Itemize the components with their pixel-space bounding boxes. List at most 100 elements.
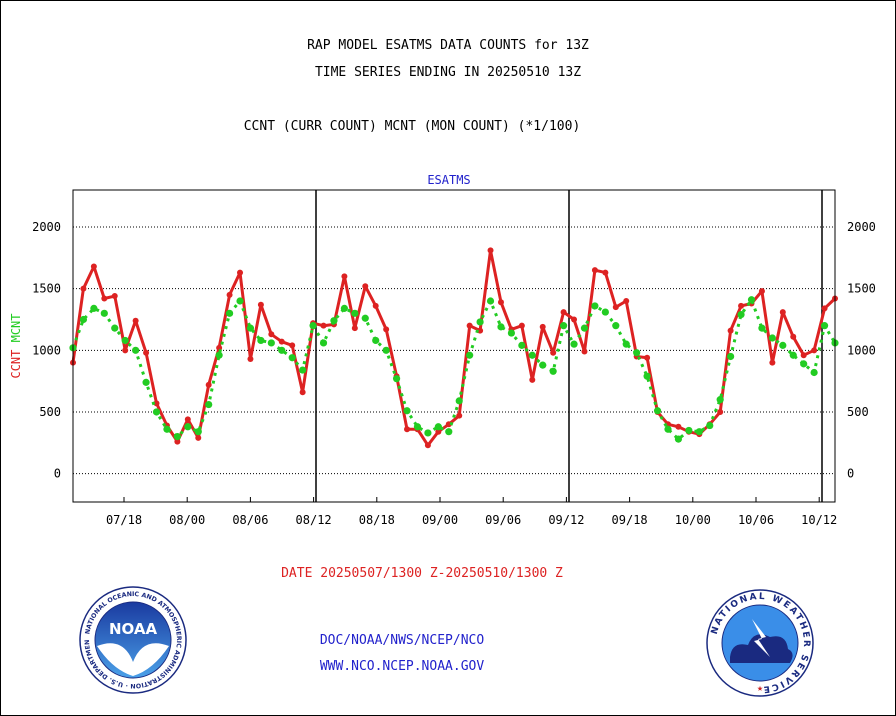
data-point-ccnt <box>383 326 390 333</box>
data-point-ccnt <box>278 338 285 345</box>
data-point-mcnt <box>674 435 683 443</box>
data-point-mcnt <box>372 336 380 345</box>
y-tick-label-right: 1000 <box>847 343 876 357</box>
data-point-ccnt <box>550 349 557 356</box>
y-tick-label-left: 500 <box>39 405 61 419</box>
data-point-mcnt <box>653 407 662 415</box>
data-point-mcnt <box>351 309 359 317</box>
data-point-ccnt <box>769 359 776 366</box>
data-point-ccnt <box>602 269 609 276</box>
data-point-mcnt <box>716 396 724 404</box>
day-separators <box>315 190 823 502</box>
data-point-ccnt <box>821 305 828 312</box>
y-tick-label-right: 500 <box>847 405 869 419</box>
data-point-mcnt <box>225 309 234 317</box>
data-point-mcnt <box>507 329 516 337</box>
data-point-mcnt <box>539 361 547 369</box>
y-tick-label-right: 2000 <box>847 220 876 234</box>
data-point-ccnt <box>790 333 797 340</box>
x-tick-label: 10/12 <box>801 513 837 527</box>
data-point-mcnt <box>236 297 244 305</box>
data-point-mcnt <box>789 351 797 359</box>
data-point-mcnt <box>737 310 745 319</box>
data-point-ccnt <box>758 288 765 295</box>
data-point-mcnt <box>246 324 255 332</box>
data-point-mcnt <box>319 339 328 347</box>
noaa-logo: NATIONAL OCEANIC AND ATMOSPHERIC ADMINIS… <box>79 586 187 694</box>
data-point-mcnt <box>132 346 140 354</box>
data-point-ccnt <box>132 317 139 324</box>
data-point-ccnt <box>644 354 651 361</box>
data-point-mcnt <box>727 352 735 361</box>
data-point-mcnt <box>633 349 641 357</box>
data-point-mcnt <box>100 309 108 317</box>
data-point-mcnt <box>518 341 526 349</box>
data-point-ccnt <box>216 344 223 351</box>
data-point-mcnt <box>288 354 296 362</box>
y-tick-label-right: 1500 <box>847 282 876 296</box>
data-point-ccnt <box>529 376 536 383</box>
x-tick-label: 10/00 <box>675 513 711 527</box>
data-point-ccnt <box>727 327 734 334</box>
plot-area-border <box>72 189 836 503</box>
data-point-ccnt <box>779 309 786 316</box>
data-point-ccnt <box>811 347 818 354</box>
data-point-ccnt <box>111 293 118 300</box>
data-point-mcnt <box>121 336 129 345</box>
data-point-mcnt <box>800 360 808 368</box>
y-axis-label-gap <box>9 342 23 349</box>
data-point-ccnt <box>247 355 254 362</box>
data-point-ccnt <box>80 285 87 292</box>
data-point-mcnt <box>466 351 474 359</box>
data-point-mcnt <box>820 322 829 330</box>
data-point-mcnt <box>643 372 651 380</box>
data-point-mcnt <box>299 366 307 374</box>
x-tick-label: 08/00 <box>169 513 205 527</box>
x-tick-label: 07/18 <box>106 513 142 527</box>
data-point-ccnt <box>101 295 108 302</box>
data-point-mcnt <box>612 322 620 330</box>
data-point-mcnt <box>79 315 88 324</box>
data-point-mcnt <box>278 346 286 354</box>
footer-org: DOC/NOAA/NWS/NCEP/NCO <box>319 633 485 648</box>
data-point-mcnt <box>403 407 411 415</box>
data-point-ccnt <box>143 349 150 356</box>
data-point-ccnt <box>268 331 275 338</box>
x-tick-label: 09/18 <box>612 513 648 527</box>
x-tick-label: 09/12 <box>548 513 584 527</box>
tick-labels: 0 0 500 500 1000 1000 1500 1500 2000 2000 07/18 08/… <box>9 173 876 527</box>
nws-logo: NATIONAL WEATHER SERVICE ★ <box>706 589 814 697</box>
data-point-mcnt <box>497 323 505 331</box>
series-line-mcnt <box>71 298 837 441</box>
date-range-label: DATE 20250507/1300 Z-20250510/1300 Z <box>281 566 563 581</box>
data-point-mcnt <box>413 423 422 431</box>
data-point-ccnt <box>560 309 567 316</box>
data-point-mcnt <box>758 324 766 332</box>
data-point-mcnt <box>330 317 338 325</box>
data-point-mcnt <box>424 429 432 437</box>
data-point-ccnt <box>800 352 807 359</box>
x-tick-label: 09/00 <box>422 513 458 527</box>
data-point-ccnt <box>257 301 264 308</box>
data-point-mcnt <box>434 423 442 431</box>
y-tick-label-left: 1000 <box>32 343 61 357</box>
data-point-ccnt <box>581 348 588 355</box>
data-point-mcnt <box>163 425 171 433</box>
data-point-ccnt <box>153 400 160 407</box>
data-point-ccnt <box>122 347 129 354</box>
data-point-ccnt <box>320 322 327 329</box>
chart-title-line1: RAP MODEL ESATMS DATA COUNTS for 13Z <box>307 38 589 53</box>
data-point-mcnt <box>664 425 672 433</box>
data-point-mcnt <box>205 400 213 409</box>
data-point-ccnt <box>717 408 724 415</box>
data-point-ccnt <box>351 325 358 332</box>
data-point-ccnt <box>289 342 296 349</box>
data-point-ccnt <box>456 412 463 419</box>
data-point-mcnt <box>340 304 348 312</box>
data-point-mcnt <box>622 340 630 348</box>
data-point-mcnt <box>142 378 150 386</box>
data-point-mcnt <box>382 346 390 354</box>
data-point-mcnt <box>747 296 756 304</box>
data-point-mcnt <box>90 304 98 312</box>
